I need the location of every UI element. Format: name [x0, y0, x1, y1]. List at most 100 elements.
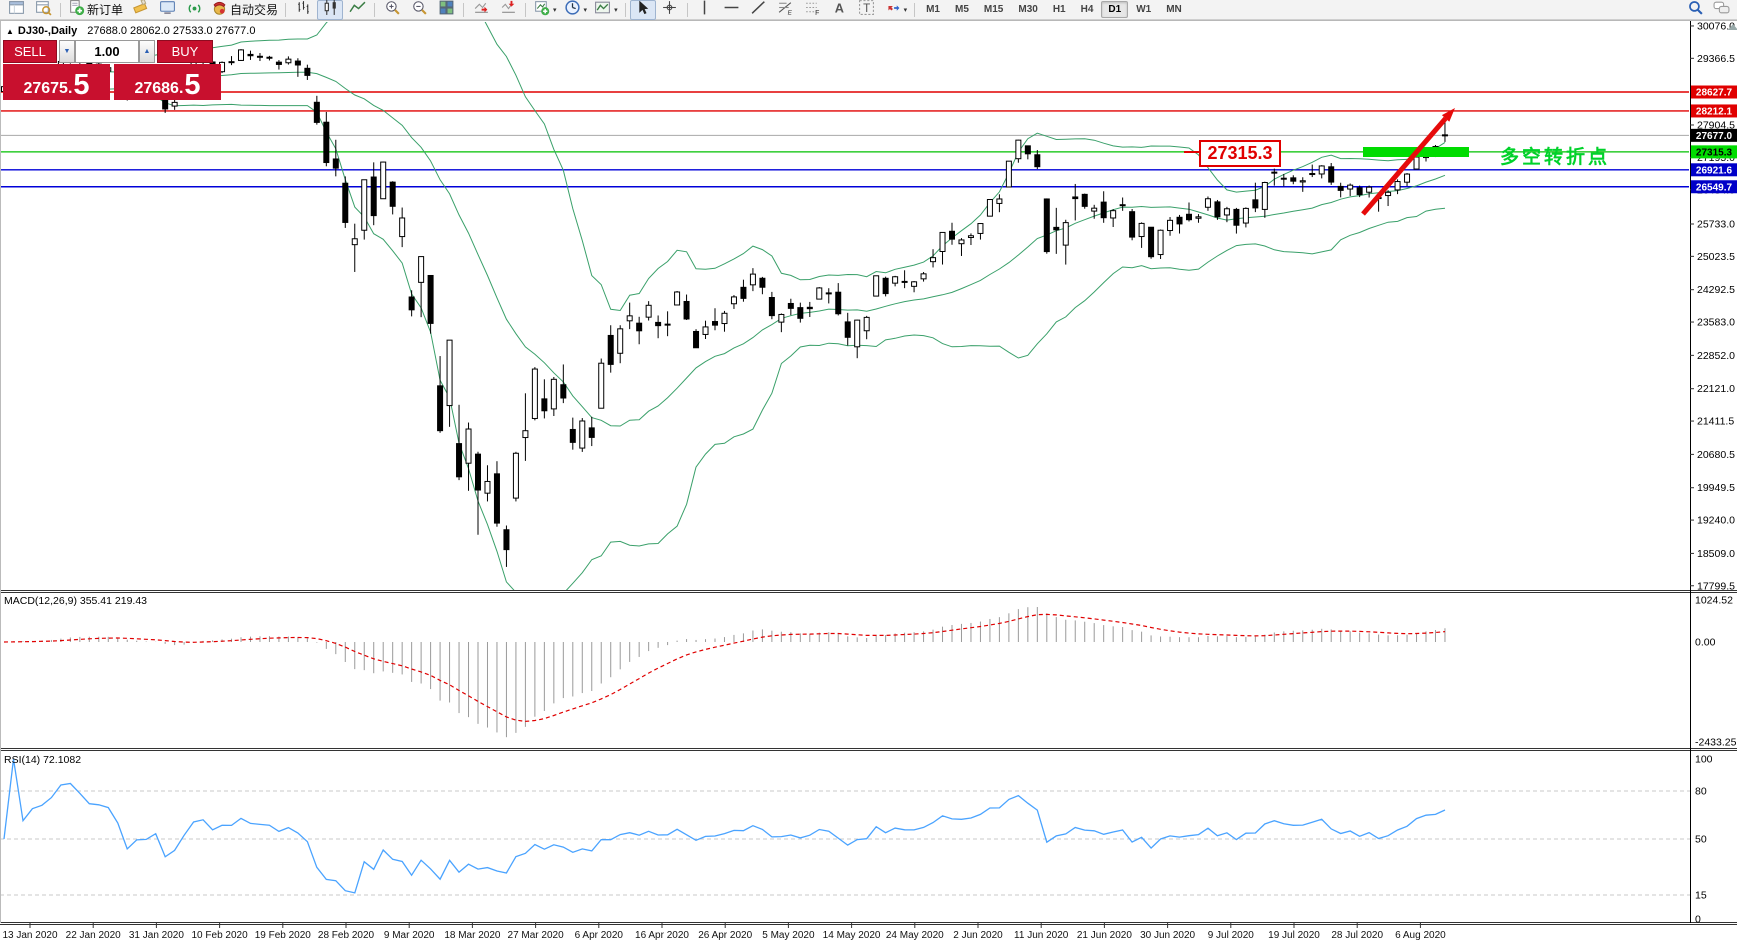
text-button[interactable]: A: [827, 0, 853, 20]
chevron-down-icon: ▾: [553, 6, 557, 14]
chevron-down-icon: ▾: [583, 6, 588, 14]
timeframe-d1[interactable]: D1: [1101, 1, 1129, 18]
chat-button[interactable]: [1708, 0, 1734, 20]
price-axis[interactable]: 30076.029366.527904.527195.026484.025733…: [1690, 20, 1737, 926]
chart-shift-button[interactable]: [495, 0, 521, 20]
date-axis[interactable]: 13 Jan 2020 22 Jan 2020 31 Jan 2020 10 Feb …: [2, 923, 1446, 941]
trend-arrow-line[interactable]: [1361, 116, 1448, 216]
channel-button[interactable]: F: [800, 0, 826, 20]
highlighter-icon: [132, 0, 149, 21]
cursor-icon: [634, 0, 651, 21]
price-line-axis-label-bg: [1691, 104, 1737, 118]
buy-button[interactable]: BUY: [157, 40, 213, 63]
signals-icon[interactable]: [181, 0, 207, 20]
candlestick-chart-button[interactable]: [317, 0, 344, 20]
price-line-axis-label-bg: [1691, 180, 1737, 194]
date-tick-label: 27 Mar 2020: [508, 930, 565, 941]
timeframe-m1[interactable]: M1: [926, 4, 940, 15]
zoom-out-button[interactable]: [406, 0, 432, 20]
vertical-line-button[interactable]: [692, 0, 718, 20]
new-order-button[interactable]: 新订单: [65, 0, 126, 20]
auto-trading-button[interactable]: 自动交易: [208, 0, 281, 20]
date-tick-label: 19 Feb 2020: [255, 930, 312, 941]
line-chart-button[interactable]: [344, 0, 370, 20]
volume-increase-button[interactable]: ▲: [139, 40, 155, 63]
volume-input[interactable]: [75, 40, 139, 63]
price-callout-label[interactable]: 27315.3: [1199, 140, 1281, 167]
arrows-icon: [884, 0, 901, 21]
macd-axis-max: 1024.52: [1695, 594, 1733, 606]
line-chart-icon: [348, 0, 366, 21]
scroll-top-marker[interactable]: [1728, 24, 1737, 30]
text-label-button[interactable]: T: [854, 0, 880, 20]
svg-text:T: T: [863, 1, 870, 14]
rsi-line: [3, 758, 1446, 894]
timeframe-m5[interactable]: M5: [955, 4, 969, 15]
timeframe-h4[interactable]: H4: [1080, 4, 1094, 15]
timeframe-m15[interactable]: M15: [983, 4, 1004, 15]
chart-window-icon[interactable]: [3, 0, 29, 20]
toolbar-separator: [914, 2, 916, 17]
macd-axis-zero: 0.00: [1695, 637, 1716, 649]
new-chart-button[interactable]: ▾: [530, 0, 560, 20]
chart-annotations: [1184, 108, 1469, 216]
trend-arrow-head: [1441, 108, 1455, 122]
timeframe-mn[interactable]: MN: [1166, 4, 1182, 15]
price-line-axis-label: 28627.7: [1696, 88, 1733, 99]
timeframe-h1[interactable]: H1: [1052, 4, 1066, 15]
chevron-down-icon: ▾: [903, 6, 908, 14]
auto-trading-button-label: 自动交易: [230, 3, 279, 17]
cursor-button[interactable]: [629, 0, 656, 21]
horizontal-price-lines: [0, 91, 1689, 188]
turning-point-note[interactable]: 多空转折点: [1500, 147, 1611, 168]
zoom-out-icon: [411, 0, 428, 21]
highlighter-icon[interactable]: [127, 0, 153, 20]
timeframe-w1[interactable]: W1: [1136, 4, 1152, 15]
date-tick-label: 22 Jan 2020: [66, 930, 121, 941]
toolbar-separator: [624, 2, 626, 17]
toolbar-separator: [463, 2, 465, 17]
auto-scroll-button[interactable]: [468, 0, 494, 20]
signals-icon: [186, 0, 203, 21]
collapse-arrow-icon[interactable]: ▲: [6, 27, 14, 36]
arrows-button[interactable]: ▾: [881, 0, 911, 20]
macd-indicator-label: MACD(12,26,9) 355.41 219.43: [4, 595, 147, 607]
date-tick-label: 18 Mar 2020: [444, 930, 501, 941]
price-tick-label: 24292.5: [1697, 284, 1735, 296]
volume-decrease-button[interactable]: ▼: [59, 40, 75, 63]
templates-icon: [594, 0, 611, 21]
periods-button[interactable]: ▾: [561, 0, 591, 20]
market-watch-icon[interactable]: [30, 0, 56, 20]
crosshair-button[interactable]: [657, 0, 683, 20]
search-button[interactable]: [1682, 0, 1708, 20]
sell-price-box[interactable]: 27675. 5: [3, 64, 110, 100]
horizontal-line-button[interactable]: [719, 0, 745, 20]
bollinger-mid-band: [3, 71, 1446, 427]
timeframe-m30[interactable]: M30: [1018, 4, 1038, 15]
chart-title: ▲ DJ30-,Daily 27688.0 28062.0 27533.0 2767…: [6, 25, 255, 37]
tile-windows-button[interactable]: [433, 0, 459, 20]
sell-button[interactable]: SELL: [3, 40, 57, 63]
templates-button[interactable]: ▾: [591, 0, 621, 20]
bar-chart-icon: [295, 0, 312, 21]
zoom-in-button[interactable]: [379, 0, 405, 20]
date-tick-label: 26 Apr 2020: [698, 930, 752, 941]
fibonacci-button[interactable]: E: [773, 0, 799, 20]
price-line-axis-label: 26921.6: [1696, 165, 1733, 176]
price-tick-label: 25733.0: [1697, 218, 1735, 230]
buy-price-main: 27686.: [134, 80, 184, 97]
terminal-icon[interactable]: [154, 0, 180, 20]
toolbar-separator: [686, 2, 688, 17]
trendline-button[interactable]: [746, 0, 772, 20]
auto-trading-icon: [211, 0, 228, 21]
auto-scroll-icon: [473, 0, 490, 21]
chart-window-icon: [8, 0, 25, 21]
date-tick-label: 16 Apr 2020: [635, 930, 689, 941]
price-tick-label: 20680.5: [1697, 449, 1735, 461]
svg-text:E: E: [788, 9, 793, 16]
bar-chart-button[interactable]: [290, 0, 316, 20]
buy-price-box[interactable]: 27686. 5: [114, 64, 221, 100]
price-line-axis-label: 27677.0: [1696, 131, 1733, 142]
